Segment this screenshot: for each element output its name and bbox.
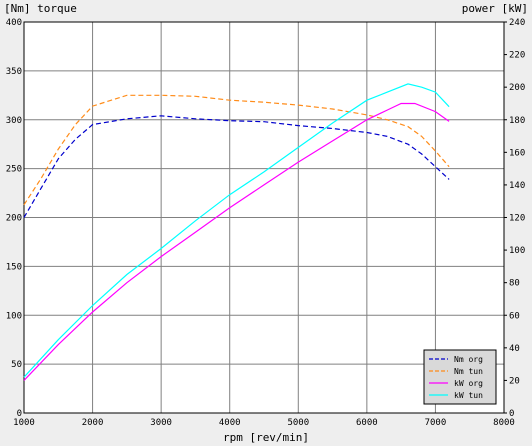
y-left-tick-label: 350 bbox=[6, 67, 22, 77]
x-tick-label: 6000 bbox=[356, 418, 378, 428]
series-line-kw-org bbox=[23, 102, 450, 381]
right-axis-label: power [kW] bbox=[462, 2, 528, 15]
y-right-tick-label: 240 bbox=[509, 18, 525, 28]
y-right-tick-label: 200 bbox=[509, 83, 525, 93]
x-tick-label: 7000 bbox=[425, 418, 447, 428]
y-left-tick-label: 100 bbox=[6, 311, 22, 321]
y-left-tick-label: 200 bbox=[6, 214, 22, 224]
y-left-tick-label: 400 bbox=[6, 18, 22, 28]
left-axis-label: [Nm] torque bbox=[4, 2, 77, 15]
y-right-tick-label: 220 bbox=[509, 51, 525, 61]
series-line-nm-tun bbox=[23, 94, 450, 206]
y-left-tick-label: 0 bbox=[17, 409, 22, 419]
legend-label: kW tun bbox=[454, 391, 483, 400]
legend-label: Nm org bbox=[454, 355, 483, 364]
y-right-tick-label: 0 bbox=[509, 409, 514, 419]
x-axis-label: rpm [rev/min] bbox=[223, 431, 309, 444]
y-right-tick-label: 60 bbox=[509, 311, 520, 321]
x-tick-label: 3000 bbox=[150, 418, 172, 428]
y-right-tick-label: 140 bbox=[509, 181, 525, 191]
x-tick-label: 8000 bbox=[493, 418, 515, 428]
y-right-tick-label: 120 bbox=[509, 214, 525, 224]
x-tick-label: 2000 bbox=[82, 418, 104, 428]
y-right-tick-label: 160 bbox=[509, 148, 525, 158]
y-right-tick-label: 100 bbox=[509, 246, 525, 256]
y-left-tick-label: 250 bbox=[6, 165, 22, 175]
y-right-tick-label: 180 bbox=[509, 116, 525, 126]
x-tick-label: 4000 bbox=[219, 418, 241, 428]
y-left-tick-label: 50 bbox=[11, 360, 22, 370]
y-right-tick-label: 20 bbox=[509, 376, 520, 386]
y-left-tick-label: 150 bbox=[6, 262, 22, 272]
y-right-tick-label: 40 bbox=[509, 344, 520, 354]
x-tick-label: 1000 bbox=[13, 418, 35, 428]
series-line-nm-org bbox=[23, 115, 450, 218]
legend-label: Nm tun bbox=[454, 367, 483, 376]
x-tick-label: 5000 bbox=[287, 418, 309, 428]
y-left-tick-label: 300 bbox=[6, 116, 22, 126]
y-right-tick-label: 80 bbox=[509, 279, 520, 289]
series-line-kw-tun bbox=[23, 83, 450, 378]
legend-label: kW org bbox=[454, 379, 483, 388]
